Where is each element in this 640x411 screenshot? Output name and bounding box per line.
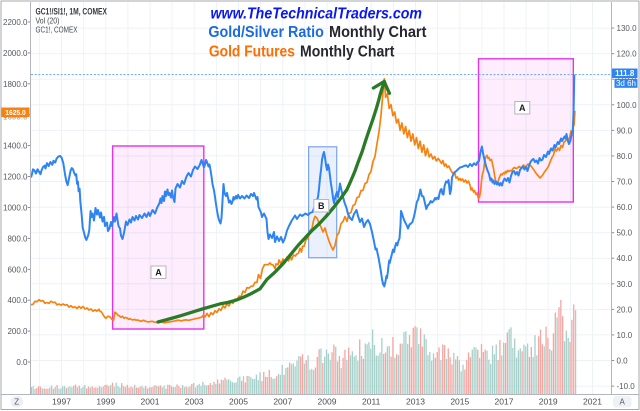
svg-text:2017: 2017 — [495, 397, 514, 407]
svg-text:www.TheTechnicalTraders.com: www.TheTechnicalTraders.com — [211, 6, 423, 23]
svg-text:1000.0: 1000.0 — [3, 204, 28, 213]
svg-text:50.0: 50.0 — [617, 229, 633, 238]
svg-text:0.0: 0.0 — [617, 357, 629, 366]
svg-text:1625.0: 1625.0 — [5, 108, 26, 117]
svg-text:2021: 2021 — [583, 397, 602, 407]
svg-text:A: A — [620, 398, 626, 407]
svg-text:70.0: 70.0 — [617, 178, 633, 187]
svg-text:0.0: 0.0 — [16, 358, 28, 367]
svg-text:60.0: 60.0 — [617, 203, 633, 212]
svg-text:B: B — [318, 201, 325, 211]
svg-text:Monthly Chart: Monthly Chart — [300, 43, 394, 60]
svg-text:1200.0: 1200.0 — [3, 173, 28, 182]
svg-text:Monthly Chart: Monthly Chart — [329, 24, 426, 41]
svg-text:111.8: 111.8 — [615, 69, 635, 78]
svg-text:2015: 2015 — [450, 397, 469, 407]
svg-text:20.0: 20.0 — [617, 305, 633, 314]
svg-text:2001: 2001 — [141, 397, 160, 407]
svg-text:2200.0: 2200.0 — [3, 18, 28, 27]
svg-text:130.0: 130.0 — [617, 24, 638, 33]
svg-text:GC1!/SI1!, 1M, COMEX: GC1!/SI1!, 1M, COMEX — [36, 7, 108, 17]
svg-text:400.0: 400.0 — [7, 296, 28, 305]
svg-text:800.0: 800.0 — [7, 234, 28, 243]
svg-text:2003: 2003 — [185, 397, 204, 407]
svg-text:2000.0: 2000.0 — [3, 49, 28, 58]
svg-text:3d 6h: 3d 6h — [616, 79, 636, 88]
svg-text:1997: 1997 — [52, 397, 71, 407]
svg-text:30.0: 30.0 — [617, 280, 633, 289]
svg-text:2005: 2005 — [229, 397, 248, 407]
svg-text:10.0: 10.0 — [617, 331, 633, 340]
svg-text:A: A — [155, 268, 162, 278]
svg-text:2013: 2013 — [406, 397, 425, 407]
svg-text:80.0: 80.0 — [617, 152, 633, 161]
svg-text:120.0: 120.0 — [617, 50, 638, 59]
svg-text:A: A — [519, 103, 526, 113]
svg-text:Gold Futures: Gold Futures — [209, 43, 295, 60]
svg-text:90.0: 90.0 — [617, 126, 633, 135]
svg-text:100.0: 100.0 — [617, 101, 638, 110]
svg-text:1999: 1999 — [96, 397, 115, 407]
svg-text:GC1!, COMEX: GC1!, COMEX — [36, 24, 78, 34]
svg-text:200.0: 200.0 — [7, 327, 28, 336]
svg-text:2019: 2019 — [539, 397, 558, 407]
svg-text:40.0: 40.0 — [617, 254, 633, 263]
svg-text:-10.0: -10.0 — [617, 382, 636, 391]
svg-text:2007: 2007 — [273, 397, 292, 407]
svg-text:Gold/Silver Ratio: Gold/Silver Ratio — [208, 24, 324, 41]
svg-text:Z: Z — [14, 398, 19, 407]
svg-text:1400.0: 1400.0 — [3, 142, 28, 151]
svg-text:2011: 2011 — [362, 397, 381, 407]
svg-text:600.0: 600.0 — [7, 265, 28, 274]
svg-text:1800.0: 1800.0 — [3, 80, 28, 89]
svg-text:Vol (20): Vol (20) — [36, 16, 60, 26]
svg-text:2009: 2009 — [318, 397, 337, 407]
